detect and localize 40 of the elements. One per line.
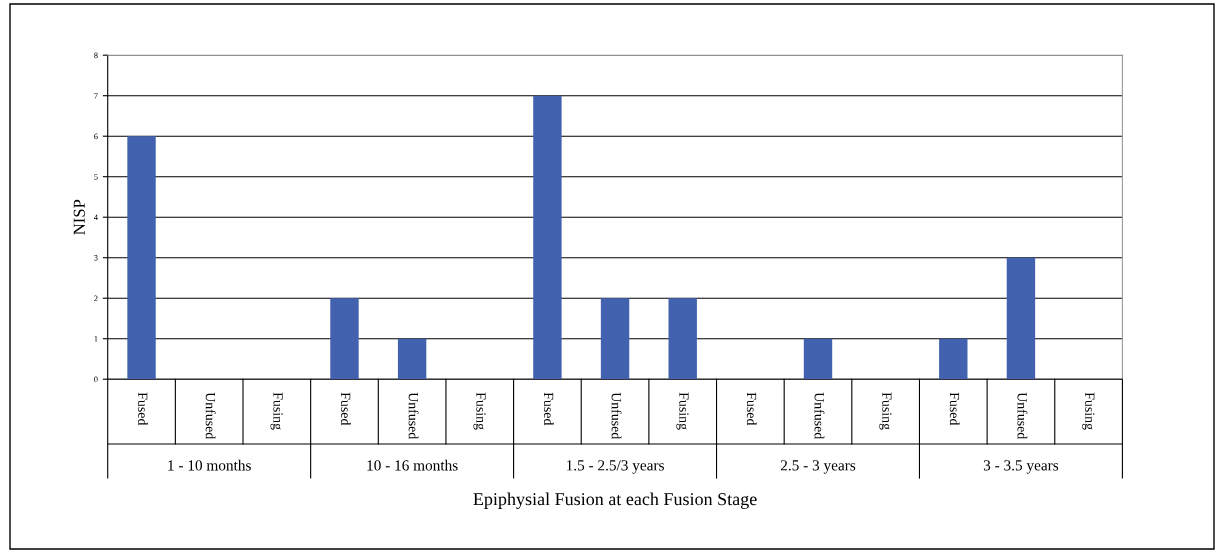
bar [600, 298, 630, 380]
y-tick-label: 5 [94, 174, 98, 180]
x-tick-label: Unfused [205, 392, 216, 440]
bar [1006, 257, 1036, 380]
y-tick-label: 8 [94, 52, 98, 59]
y-tick-label: 0 [94, 376, 98, 383]
y-tick-label: 4 [93, 214, 98, 221]
x-tick-label: Fused [138, 392, 148, 426]
bar [668, 298, 697, 380]
x-tick-label: Fused [746, 392, 757, 426]
x-tick-label: Fusing [473, 392, 486, 430]
x-tick-label: Fused [949, 392, 960, 426]
bar [803, 338, 833, 380]
text: 1 - 10 months [168, 459, 251, 471]
bar [533, 95, 562, 380]
y-tick-label: 7 [94, 93, 98, 99]
bar [939, 338, 968, 380]
x-tick-label: Unfused [814, 392, 825, 440]
x-tick-label: Fusing [879, 392, 892, 430]
y-tick-label: 2 [94, 295, 98, 302]
x-tick-label: Unfused [611, 392, 622, 440]
text: 10 - 16 months [367, 459, 458, 471]
bar [127, 136, 156, 380]
x-tick-label: Unfused [1017, 392, 1028, 440]
x-tick-label: Fused [543, 392, 554, 426]
bar [397, 338, 427, 380]
x-tick-label: Fusing [676, 392, 689, 430]
text: 2.5 - 3 years [780, 460, 856, 474]
y-tick-label: 1 [94, 336, 98, 342]
x-tick-label: Fusing [1082, 392, 1095, 430]
x-tick-label: Unfused [408, 392, 419, 440]
y-tick-label: 6 [94, 133, 98, 140]
y-tick-label: 3 [94, 255, 98, 261]
x-tick-label: Fusing [270, 392, 283, 430]
text: 3 - 3.5 years [983, 460, 1059, 474]
x-axis-title: Epiphysial Fusion at each Fusion Stage [473, 492, 757, 509]
x-tick-label: Fused [341, 392, 351, 426]
text: 1.5 - 2.5/3 years [566, 460, 664, 474]
bar [330, 298, 359, 380]
y-axis-title: NISP [73, 199, 85, 235]
